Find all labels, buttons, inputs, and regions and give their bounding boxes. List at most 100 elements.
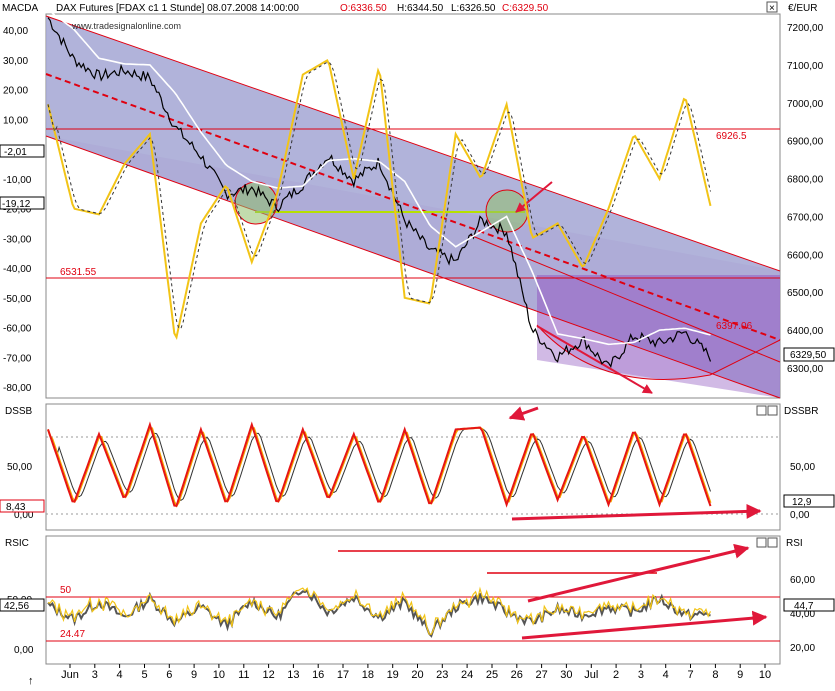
macd-marker-1 bbox=[0, 144, 45, 158]
macd-tick-label: -40,00 bbox=[3, 264, 32, 275]
channel-lower-line bbox=[45, 135, 781, 399]
x-tick-label: 16 bbox=[312, 669, 324, 681]
close-icon: × bbox=[769, 3, 775, 14]
macd-tick-label: -60,00 bbox=[3, 324, 32, 335]
macd-tick-label: -30,00 bbox=[3, 234, 32, 245]
x-tick-label: Jul bbox=[584, 669, 598, 681]
price-tick-label: 6600,00 bbox=[787, 250, 824, 261]
rsi-close-button[interactable] bbox=[767, 537, 778, 548]
rsi-marker-right-text: 44,7 bbox=[794, 601, 814, 612]
header-low: L:6326.50 bbox=[451, 3, 496, 14]
top-left-label: MACDA bbox=[2, 3, 38, 14]
price-marker bbox=[783, 347, 835, 362]
price-tick-label: 6300,00 bbox=[787, 364, 824, 375]
x-tick-label: 4 bbox=[117, 669, 123, 681]
macd-tick-label: 20,00 bbox=[3, 86, 28, 97]
mid-left-tick-50: 50,00 bbox=[7, 462, 32, 473]
bot-right-label: RSI bbox=[786, 538, 803, 549]
x-tick-label: 20 bbox=[411, 669, 423, 681]
rsi-marker-right bbox=[783, 598, 835, 612]
x-tick-label: 23 bbox=[436, 669, 448, 681]
x-tick-label: 27 bbox=[535, 669, 547, 681]
bot-right-tick-40: 40,00 bbox=[790, 609, 815, 620]
x-tick-label: 24 bbox=[461, 669, 473, 681]
x-tick-label: 9 bbox=[191, 669, 197, 681]
rsi-annotation-50: 50 bbox=[60, 585, 72, 596]
dss-thin-series bbox=[47, 427, 711, 502]
macd-tick-label: 10,00 bbox=[3, 115, 28, 126]
x-tick-label: 11 bbox=[238, 669, 249, 681]
x-tick-label: 8 bbox=[712, 669, 718, 681]
x-tick-label: 30 bbox=[560, 669, 572, 681]
macd-tick-label: -10,00 bbox=[3, 175, 32, 186]
dss-maximize-button[interactable] bbox=[756, 405, 767, 416]
macd-tick-label: -50,00 bbox=[3, 294, 32, 305]
price-marker-text: 6329,50 bbox=[790, 350, 827, 361]
x-tick-label: 2 bbox=[613, 669, 619, 681]
header-high: H:6344.50 bbox=[397, 3, 444, 14]
macd-tick-label: -70,00 bbox=[3, 353, 32, 364]
x-tick-label: 13 bbox=[287, 669, 299, 681]
header-title: DAX Futures [FDAX c1 1 Stunde] 08.07.200… bbox=[56, 3, 299, 14]
rsi-marker-left bbox=[0, 598, 45, 612]
x-tick-label: 3 bbox=[638, 669, 644, 681]
dss-red-series bbox=[47, 421, 712, 508]
dss-marker-left-text: 8,43 bbox=[6, 502, 26, 513]
x-tick-label: 5 bbox=[141, 669, 147, 681]
bot-right-tick-20: 20,00 bbox=[790, 643, 815, 654]
channel-upper-line bbox=[45, 15, 781, 272]
bot-left-label: RSIC bbox=[5, 538, 29, 549]
arrow-rsi-upper bbox=[527, 543, 750, 603]
mid-right-tick-50: 50,00 bbox=[790, 462, 815, 473]
x-tick-label: 18 bbox=[362, 669, 374, 681]
arrow-dss-bottom bbox=[511, 503, 762, 521]
price-tick-label: 6500,00 bbox=[787, 288, 824, 299]
arrow-rsi-lower bbox=[521, 610, 768, 640]
x-tick-label: 17 bbox=[337, 669, 349, 681]
x-tick-label: 10 bbox=[213, 669, 225, 681]
macd-tick-label: 30,00 bbox=[3, 56, 28, 67]
price-tick-label: 6700,00 bbox=[787, 212, 824, 223]
macd-tick-label: -80,00 bbox=[3, 383, 32, 394]
mid-right-tick-0: 0,00 bbox=[790, 510, 810, 521]
macd-marker-2-text: -19,12 bbox=[2, 199, 31, 210]
annotation-6397: 6397.06 bbox=[716, 321, 753, 332]
rsi-gray-series bbox=[47, 588, 711, 638]
x-tick-label: 9 bbox=[737, 669, 743, 681]
macd-tick-label: 40,00 bbox=[3, 26, 28, 37]
x-tick-label: 10 bbox=[759, 669, 771, 681]
dss-marker-right bbox=[783, 494, 835, 508]
header-close: C:6329.50 bbox=[502, 3, 549, 14]
annotation-6531: 6531.55 bbox=[60, 267, 97, 278]
dss-close-button[interactable] bbox=[767, 405, 778, 416]
macd-series bbox=[47, 59, 712, 340]
stochastic-panel: DSSB DSSBR 50,00 0,00 50,00 0,00 8,43 12… bbox=[0, 403, 835, 531]
price-axis: 7200,00 7100,00 7000,00 6900,00 6800,00 6700,… bbox=[787, 23, 824, 375]
channel-mid-line bbox=[45, 73, 781, 341]
close-button[interactable] bbox=[766, 1, 778, 13]
price-tick-label: 6900,00 bbox=[787, 137, 824, 148]
macd-marker-1-text: -2,01 bbox=[4, 147, 27, 158]
bot-left-tick-0: 0,00 bbox=[14, 645, 34, 656]
x-tick-label: 7 bbox=[687, 669, 693, 681]
price-tick-label: 7100,00 bbox=[787, 61, 824, 72]
rsi-yellow-series bbox=[48, 586, 712, 635]
x-tick-label: 4 bbox=[663, 669, 669, 681]
rsi-maximize-button[interactable] bbox=[756, 537, 767, 548]
price-tick-label: 6400,00 bbox=[787, 326, 824, 337]
moving-average-series bbox=[47, 9, 711, 346]
x-tick-label: Jun bbox=[61, 669, 79, 681]
rsi-marker-left-text: 42,56 bbox=[4, 601, 29, 612]
x-tick-label: 6 bbox=[166, 669, 172, 681]
price-panel: MACDA €/EUR DAX Futures [FDAX c1 1 Stund… bbox=[0, 0, 835, 400]
rsi-annotation-24: 24.47 bbox=[60, 629, 85, 640]
mid-left-tick-0: 0,00 bbox=[14, 510, 34, 521]
resistance-line bbox=[469, 234, 781, 363]
x-tick-label: 25 bbox=[486, 669, 498, 681]
arrow-bottom bbox=[536, 325, 653, 394]
macd-axis: 40,00 30,00 20,00 10,00 -10,00 -20,00 -30,00 -4… bbox=[3, 26, 32, 394]
macd-tick-label: -20,00 bbox=[3, 205, 32, 216]
top-right-label: €/EUR bbox=[788, 3, 817, 14]
dss-marker-left bbox=[0, 499, 45, 513]
